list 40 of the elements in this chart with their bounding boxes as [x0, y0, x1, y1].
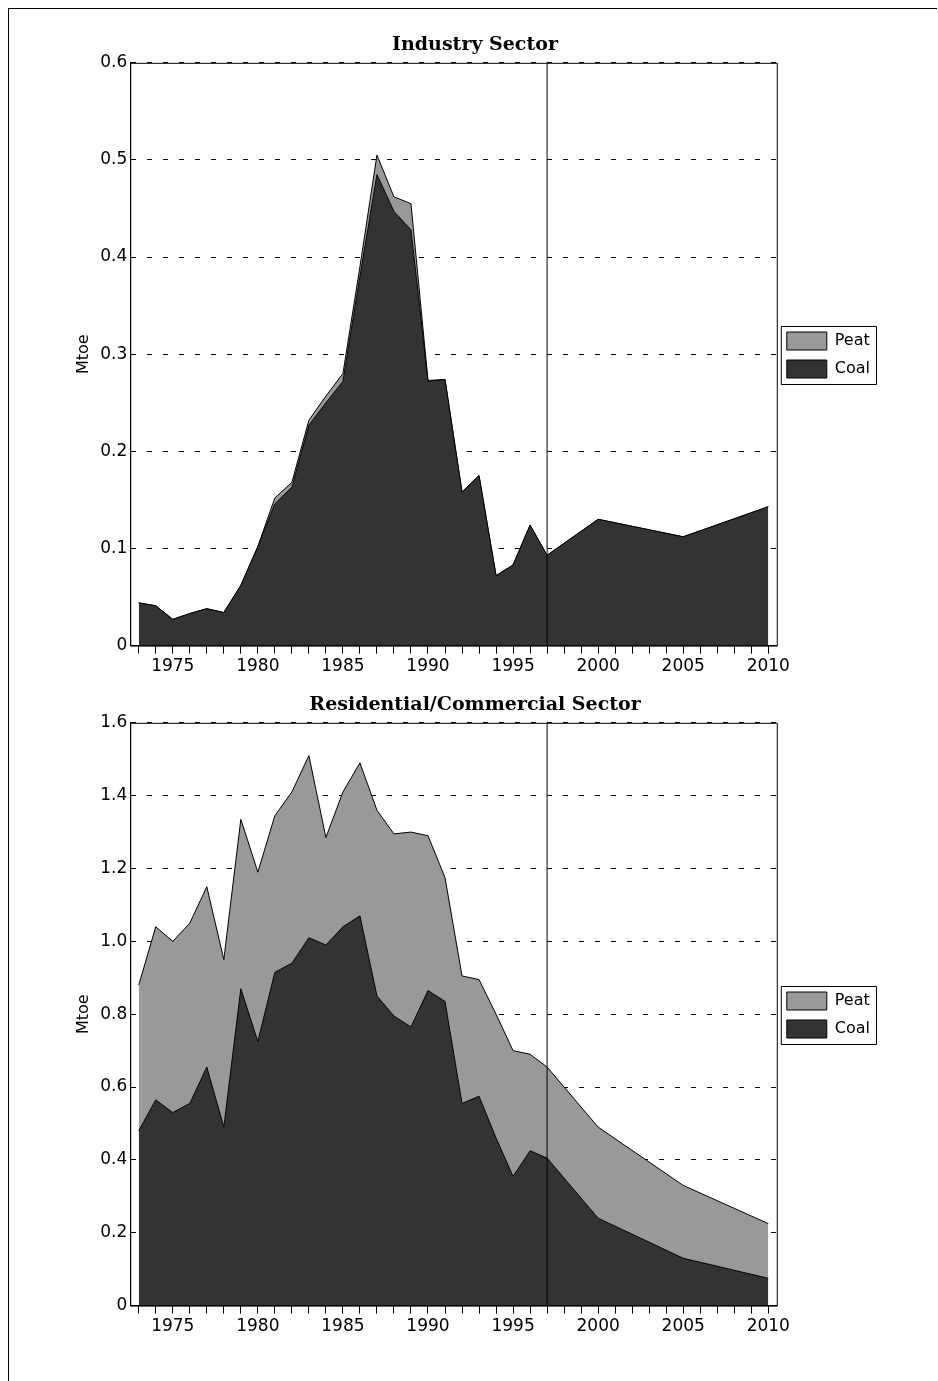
y-tick-label: 0.6	[100, 1075, 128, 1096]
x-tick-label: 1975	[151, 655, 195, 676]
y-tick-label: 0.8	[100, 1002, 128, 1023]
y-tick-label: 0.6	[100, 51, 128, 72]
y-axis-title: Mtoe	[72, 334, 92, 375]
y-tick-label: 0.3	[100, 342, 128, 363]
x-tick-label: 2005	[661, 1315, 705, 1336]
y-tick-label: 0	[116, 1294, 128, 1315]
x-tick-label: 1980	[236, 1315, 280, 1336]
legend-label: Peat	[834, 330, 870, 350]
x-tick-label: 2000	[576, 655, 620, 676]
y-tick-label: 0.1	[100, 536, 128, 557]
chart-title: Industry Sector	[392, 32, 559, 55]
x-tick-label: 1985	[321, 1315, 365, 1336]
x-tick-label: 1975	[151, 1315, 195, 1336]
legend-label: Coal	[834, 358, 871, 378]
x-tick-label: 1990	[406, 1315, 450, 1336]
x-tick-label: 2010	[746, 655, 790, 676]
y-tick-label: 0.2	[100, 1221, 128, 1242]
y-tick-label: 0	[116, 634, 128, 655]
y-tick-label: 1.0	[100, 929, 128, 950]
y-tick-label: 0.4	[100, 245, 128, 266]
legend-label: Peat	[834, 990, 870, 1010]
y-tick-label: 0.2	[100, 439, 128, 460]
x-tick-label: 1990	[406, 655, 450, 676]
x-tick-label: 1995	[491, 1315, 535, 1336]
y-tick-label: 1.2	[100, 856, 128, 877]
chart-title: Residential/Commercial Sector	[309, 692, 642, 715]
x-tick-label: 2005	[661, 655, 705, 676]
y-tick-label: 0.5	[100, 148, 128, 169]
x-tick-label: 2010	[746, 1315, 790, 1336]
x-tick-label: 1995	[491, 655, 535, 676]
y-tick-label: 0.4	[100, 1148, 128, 1169]
x-tick-label: 1985	[321, 655, 365, 676]
y-tick-label: 1.4	[100, 784, 128, 805]
x-tick-label: 2000	[576, 1315, 620, 1336]
y-axis-title: Mtoe	[72, 994, 92, 1035]
legend-label: Coal	[834, 1018, 871, 1038]
x-tick-label: 1980	[236, 655, 280, 676]
y-tick-label: 1.6	[100, 711, 128, 732]
